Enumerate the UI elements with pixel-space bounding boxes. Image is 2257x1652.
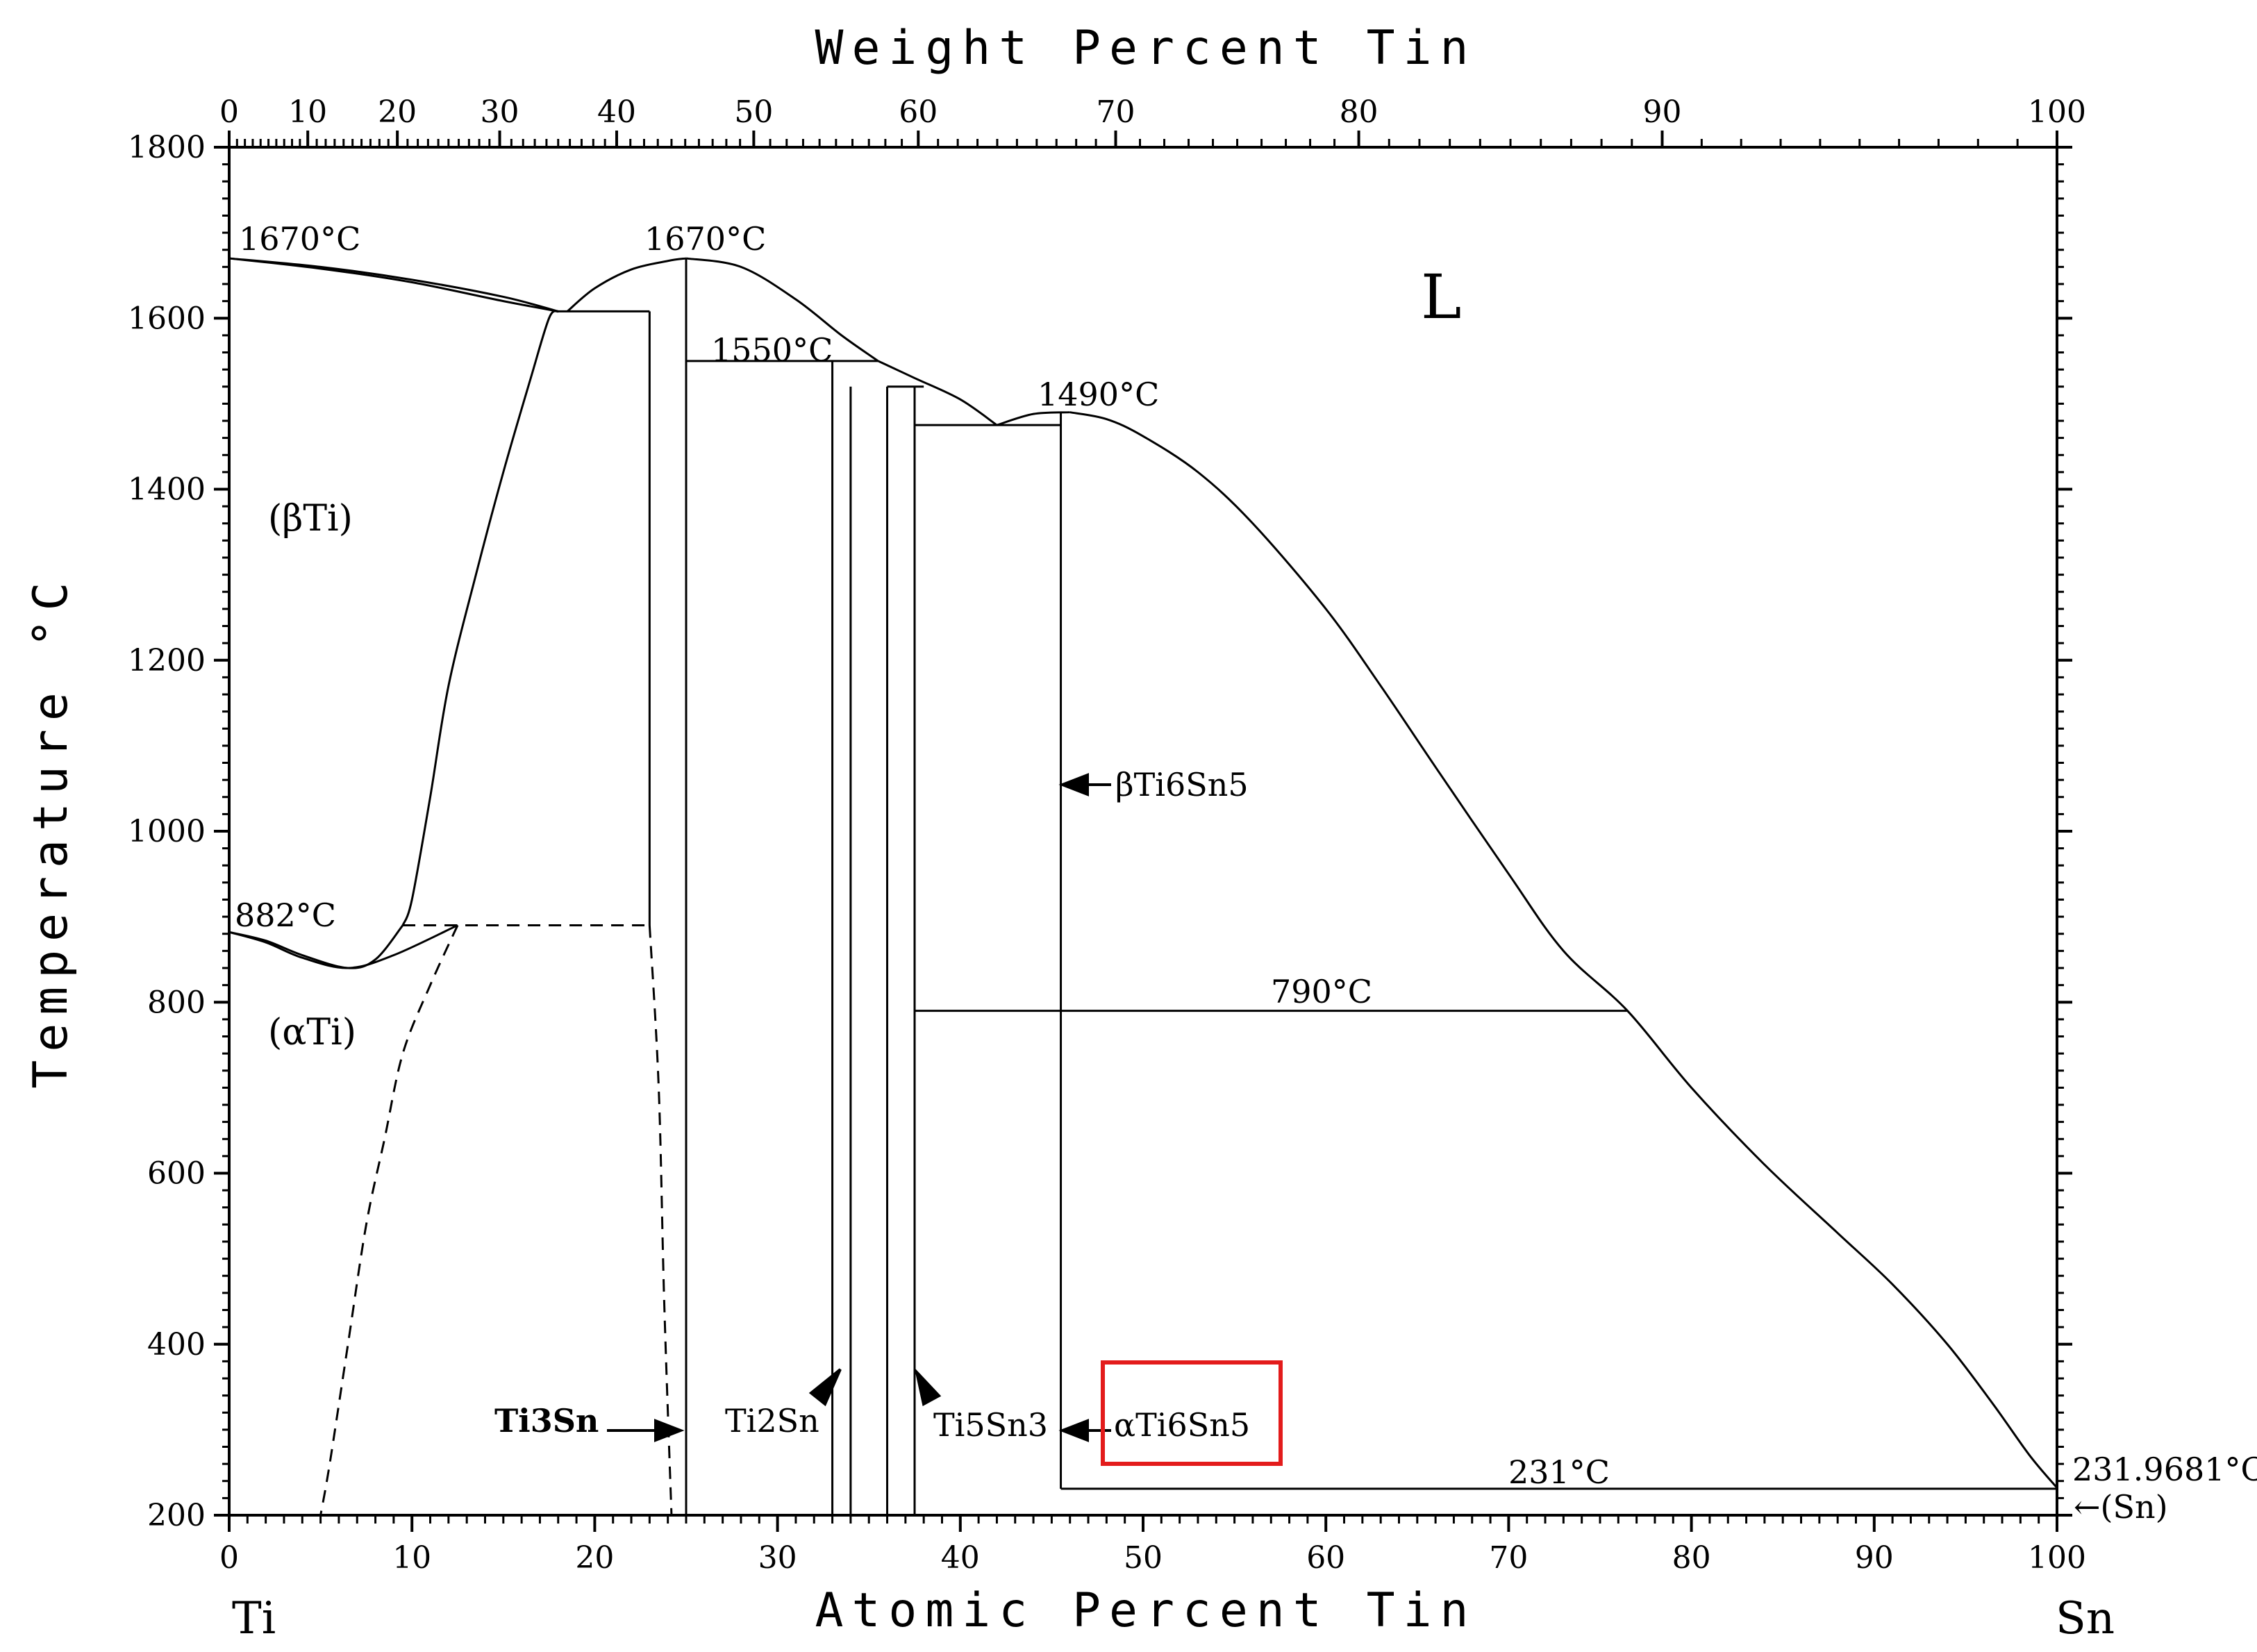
top-tick-label: 0 (219, 94, 239, 130)
y-tick-label: 200 (147, 1498, 206, 1533)
annotation-790: 790°C (1271, 973, 1372, 1010)
y-tick-label: 400 (147, 1327, 206, 1362)
annotation-882: 882°C (235, 896, 336, 934)
alpha-ti6sn5-arrowhead (1058, 1419, 1089, 1442)
curve-liquidus-ti5sn3 (877, 360, 998, 426)
annotation-1670-peak: 1670°C (644, 220, 766, 258)
beta-ti-label: (βTi) (268, 498, 353, 540)
x-tick-label: 30 (758, 1540, 797, 1576)
curve-liquidus-ti6sn5 (997, 411, 1070, 426)
curve-liquidus-ti2sn (685, 257, 879, 362)
x-axis-title: Atomic Percent Tin (815, 1583, 1477, 1638)
beta-ti6sn5-label: βTi6Sn5 (1115, 766, 1249, 803)
top-tick-label: 20 (378, 94, 417, 130)
curve-alpha-boundary-upper (228, 924, 458, 969)
top-tick-label: 100 (2028, 94, 2086, 130)
y-tick-label: 1400 (128, 472, 206, 508)
y-tick-label: 1600 (128, 301, 206, 336)
alpha-ti6sn5-label: αTi6Sn5 (1114, 1406, 1250, 1444)
curve-beta-transus (401, 310, 559, 926)
top-tick-label: 10 (288, 94, 327, 130)
curve-liquidus-beta-ti (228, 257, 559, 312)
x-tick-label: 20 (575, 1540, 614, 1576)
annotation-sn-phase: ←(Sn) (2074, 1488, 2168, 1526)
top-tick-label: 60 (899, 94, 938, 130)
x-tick-label: 50 (1124, 1540, 1163, 1576)
ti3sn-label: Ti3Sn (494, 1402, 599, 1440)
curve-liquidus-sn-rich (1069, 411, 2058, 1489)
annotation-231: 231°C (1508, 1453, 1610, 1491)
alpha-ti-label: (αTi) (268, 1012, 356, 1053)
ti5sn3-arrowhead (914, 1367, 942, 1407)
ti2sn-arrowhead (808, 1368, 842, 1407)
curve-liquidus-ti3sn (566, 257, 687, 312)
ti2sn-label: Ti2Sn (725, 1402, 819, 1440)
top-tick-label: 50 (734, 94, 773, 130)
annotation-1490: 1490°C (1038, 376, 1159, 413)
top-tick-label: 90 (1642, 94, 1681, 130)
curve-solidus-beta-ti (228, 257, 559, 312)
arrows (607, 773, 1111, 1442)
ti5sn3-label: Ti5Sn3 (933, 1406, 1048, 1444)
x-tick-label: 70 (1489, 1540, 1528, 1576)
y-tick-label: 1200 (128, 643, 206, 678)
plot-frame (228, 146, 2058, 1517)
x-tick-label: 10 (392, 1540, 431, 1576)
liquid-label: L (1421, 261, 1461, 333)
top-tick-label: 30 (481, 94, 519, 130)
top-tick-label: 40 (597, 94, 636, 130)
highlight-box (1101, 1360, 1283, 1466)
x-tick-label: 80 (1672, 1540, 1711, 1576)
right-element-label: Sn (2056, 1593, 2115, 1644)
annotation-231-9681: 231.9681°C (2072, 1451, 2257, 1488)
phase-boundaries (228, 257, 2058, 1516)
x-tick-label: 60 (1306, 1540, 1345, 1576)
ti3sn-arrowhead (654, 1419, 685, 1442)
x-tick-label: 100 (2028, 1540, 2086, 1576)
x-tick-label: 90 (1855, 1540, 1894, 1576)
annotation-1670-left: 1670°C (239, 220, 360, 258)
top-tick-label: 70 (1097, 94, 1135, 130)
y-tick-label: 800 (147, 985, 206, 1020)
top-axis-title: Weight Percent Tin (815, 21, 1477, 76)
left-element-label: Ti (232, 1593, 276, 1644)
y-tick-label: 1000 (128, 814, 206, 849)
top-tick-label: 80 (1340, 94, 1379, 130)
y-axis-title: Temperature °C (24, 574, 78, 1088)
x-tick-label: 40 (941, 1540, 980, 1576)
annotation-1550: 1550°C (711, 331, 833, 369)
beta-ti6sn5-arrowhead (1058, 773, 1089, 796)
x-tick-label: 0 (219, 1540, 239, 1576)
y-tick-label: 1800 (128, 130, 206, 165)
curve-alpha-beta-boundary (228, 924, 404, 969)
y-tick-label: 600 (147, 1156, 206, 1192)
curve-alpha-solvus-dashed (319, 924, 459, 1516)
